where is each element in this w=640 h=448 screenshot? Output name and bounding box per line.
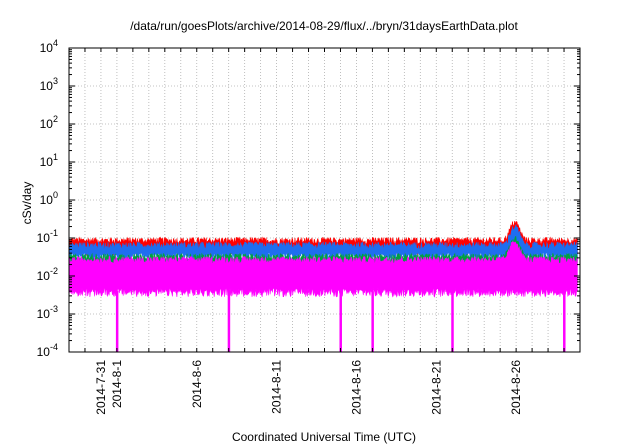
x-axis-label: Coordinated Universal Time (UTC) <box>232 430 416 444</box>
y-tick-label-exponent: 4 <box>53 38 58 48</box>
y-tick-label-exponent: -1 <box>50 228 58 238</box>
x-tick-label: 2014-8-11 <box>270 360 284 414</box>
y-tick-label-exponent: 3 <box>53 76 58 86</box>
y-tick-label: 10-1 <box>37 228 58 245</box>
dropout-spike <box>563 291 566 352</box>
y-tick-label: 102 <box>40 114 58 131</box>
dropout-spike <box>451 291 454 352</box>
y-tick-label-exponent: -2 <box>50 266 58 276</box>
y-tick-label-exponent: -4 <box>50 342 58 352</box>
y-tick-label-exponent: 0 <box>53 190 58 200</box>
y-tick-label: 10-4 <box>37 342 58 359</box>
data-series <box>68 221 578 352</box>
dropout-spike <box>371 291 374 352</box>
dropout-spike <box>115 291 119 352</box>
y-tick-label: 104 <box>40 38 58 55</box>
y-axis-label: cSv/day <box>20 182 34 225</box>
y-tick-label: 100 <box>40 190 58 207</box>
axis-ticks: 10-410-310-210-11001011021031042014-7-31… <box>37 38 580 415</box>
y-tick-label-exponent: 2 <box>53 114 58 124</box>
y-tick-label: 101 <box>40 152 58 169</box>
y-tick-label: 103 <box>40 76 58 93</box>
y-tick-label: 10-2 <box>37 266 58 283</box>
x-tick-label: 2014-8-16 <box>349 360 363 415</box>
x-tick-label: 2014-8-1 <box>110 360 124 408</box>
grid-lines <box>69 48 580 352</box>
y-tick-label-exponent: 1 <box>53 152 58 162</box>
x-tick-label: 2014-7-31 <box>94 360 108 415</box>
x-tick-label: 2014-8-6 <box>190 360 204 408</box>
chart-title: /data/run/goesPlots/archive/2014-08-29/f… <box>130 19 518 33</box>
y-tick-label: 10-3 <box>37 304 58 321</box>
dropout-spike <box>227 291 231 352</box>
y-tick-label-exponent: -3 <box>50 304 58 314</box>
x-tick-label: 2014-8-26 <box>509 360 523 415</box>
x-tick-label: 2014-8-21 <box>429 360 443 415</box>
dropout-spike <box>339 291 342 352</box>
